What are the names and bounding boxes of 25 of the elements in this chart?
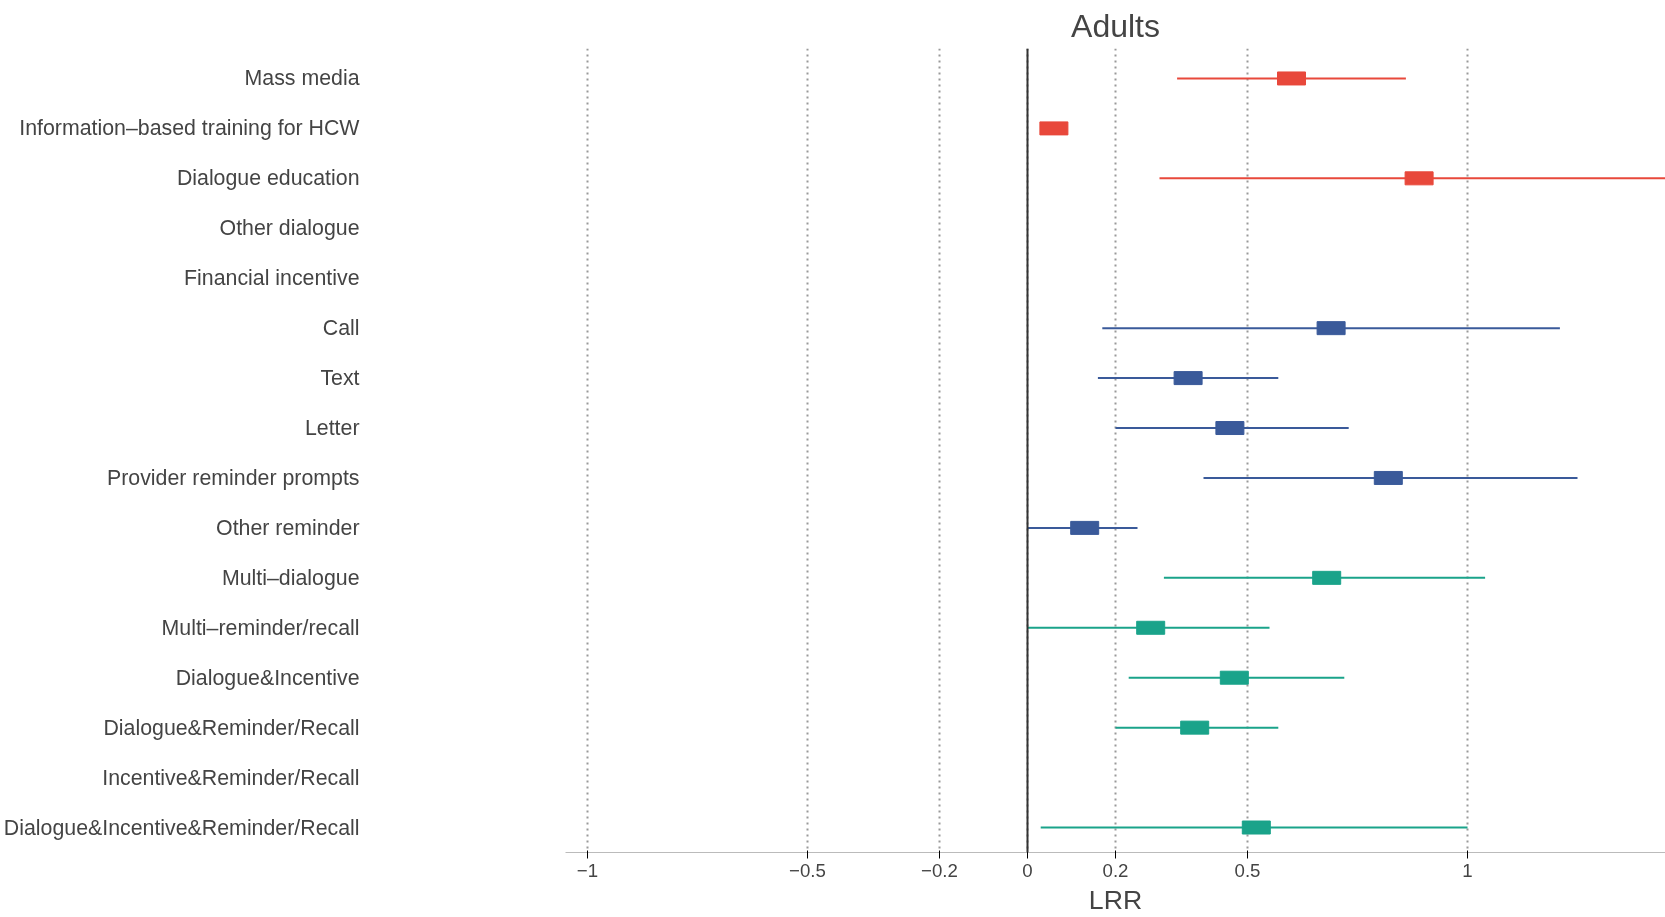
y-tick-label: Incentive&Reminder/Recall (102, 765, 360, 790)
y-tick-label: Other reminder (216, 515, 360, 540)
x-tick-label: −0.5 (789, 859, 826, 881)
y-tick-label: Dialogue&Incentive (175, 665, 360, 690)
x-tick-label: 0 (1022, 859, 1033, 881)
y-tick-label: Information–based training for HCW (19, 116, 361, 141)
chart-title: Adults (1071, 7, 1160, 44)
x-tick-label: −0.2 (921, 859, 958, 881)
y-tick-label: Financial incentive (184, 266, 360, 291)
y-tick-label: Text (320, 366, 360, 391)
x-tick-label: 0.2 (1102, 859, 1129, 881)
x-tick-label: 1 (1462, 859, 1473, 881)
y-tick-label: Call (322, 316, 360, 341)
x-tick-label: 0.5 (1234, 859, 1261, 881)
y-tick-label: Mass media (244, 66, 360, 91)
y-tick-label: Provider reminder prompts (107, 465, 360, 490)
y-tick-label: Other dialogue (219, 216, 360, 241)
y-tick-label: Multi–dialogue (221, 565, 360, 590)
y-tick-label: Letter (304, 416, 360, 441)
x-tick-label: −1 (576, 859, 599, 881)
y-tick-label: Dialogue education (176, 166, 360, 191)
y-tick-label: Dialogue&Incentive&Reminder/Recall (3, 815, 360, 840)
y-tick-label: Dialogue&Reminder/Recall (103, 715, 360, 740)
x-axis-title: LRR (1088, 884, 1143, 915)
y-tick-label: Multi–reminder/recall (161, 615, 360, 640)
